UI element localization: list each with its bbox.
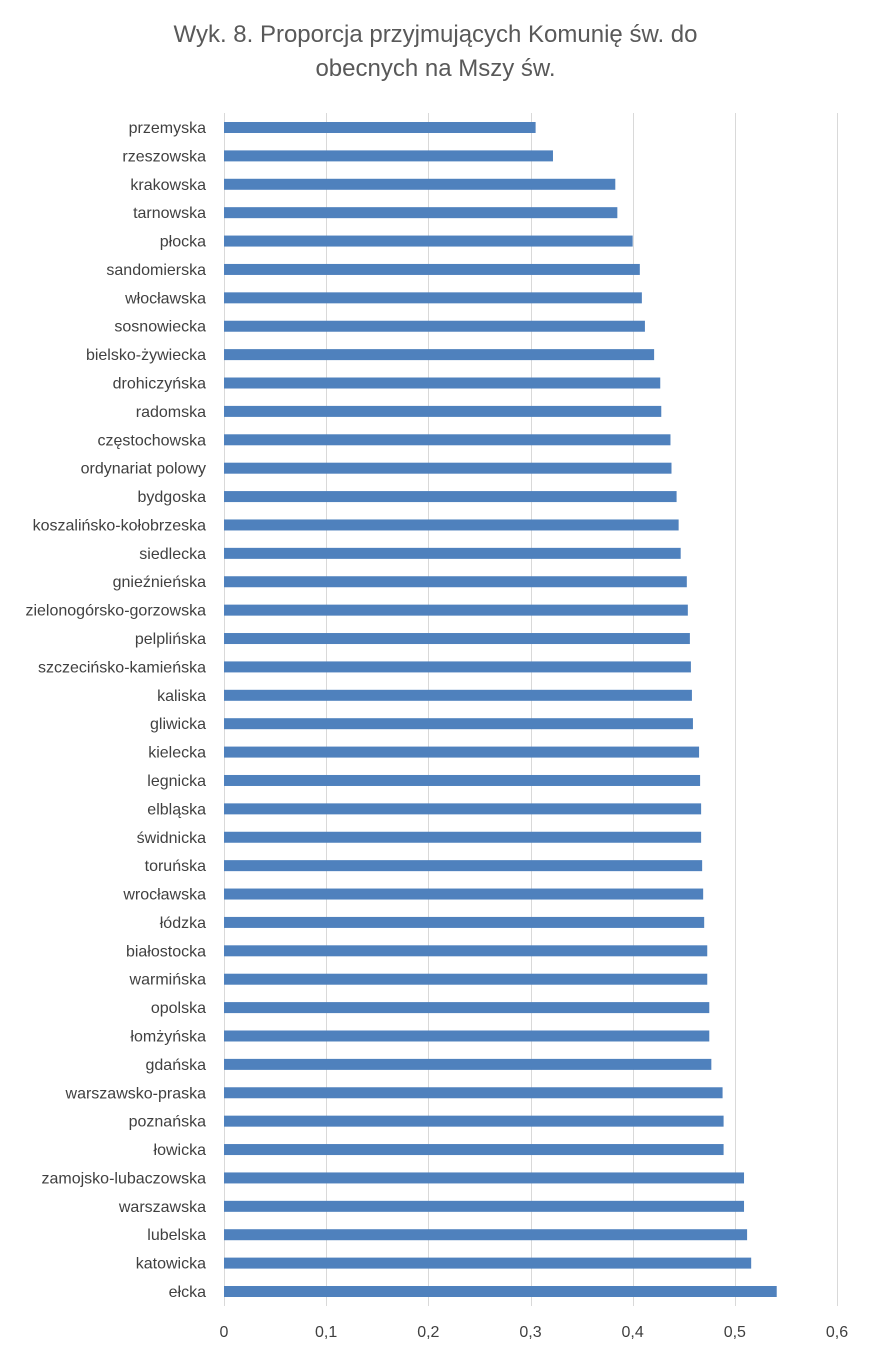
category-label: pelplińska — [135, 631, 206, 648]
bar — [224, 1286, 777, 1297]
bar — [224, 689, 692, 701]
bar — [224, 519, 679, 531]
category-label: warszawsko-praska — [65, 1085, 207, 1102]
category-label: warmińska — [129, 972, 207, 989]
category-label: tarnowska — [133, 205, 206, 222]
bar — [224, 377, 661, 389]
bar — [224, 945, 708, 957]
bar — [224, 1144, 724, 1156]
category-label: gdańska — [146, 1057, 207, 1074]
bar — [224, 292, 642, 304]
category-label: legnicka — [147, 773, 206, 790]
category-label: sosnowiecka — [114, 319, 206, 336]
bar — [224, 888, 704, 900]
category-label: szczecińsko-kamieńska — [38, 659, 206, 676]
bar — [224, 916, 705, 928]
category-label: gliwicka — [150, 716, 206, 733]
category-label: gnieźnieńska — [113, 574, 207, 591]
bar — [224, 1058, 712, 1070]
bars — [224, 122, 777, 1297]
category-label: świdnicka — [137, 830, 206, 847]
category-label: wrocławska — [122, 887, 206, 904]
category-label: toruńska — [145, 858, 206, 875]
bar — [224, 462, 672, 474]
chart-title-line-2: obecnych na Mszy św. — [315, 55, 556, 82]
category-label: białostocka — [126, 943, 206, 960]
category-label: rzeszowska — [122, 148, 206, 165]
x-tick-label: 0,3 — [519, 1324, 541, 1341]
category-label: kaliska — [157, 688, 206, 705]
category-label: lubelska — [147, 1227, 206, 1244]
bar — [224, 1030, 710, 1042]
x-tick-label: 0,6 — [826, 1324, 848, 1341]
category-label: łódzka — [160, 915, 206, 932]
category-label: sandomierska — [106, 262, 206, 279]
x-tick-label: 0,5 — [724, 1324, 746, 1341]
bar — [224, 122, 536, 133]
chart-title-line-1: Wyk. 8. Proporcja przyjmujących Komunię … — [173, 21, 698, 48]
category-label: zamojsko-lubaczowska — [41, 1170, 206, 1187]
bar — [224, 1172, 745, 1184]
gridlines — [224, 113, 838, 1306]
x-tick-label: 0,4 — [622, 1324, 644, 1341]
x-tick-label: 0,1 — [315, 1324, 337, 1341]
category-label: włocławska — [124, 290, 206, 307]
bar — [224, 718, 693, 730]
bar — [224, 150, 553, 162]
bar — [224, 320, 645, 332]
category-label: opolska — [151, 1000, 206, 1017]
category-label: łomżyńska — [130, 1028, 206, 1045]
bar — [224, 405, 662, 417]
bar — [224, 1257, 752, 1269]
bar — [224, 803, 702, 815]
category-label: elbląska — [147, 801, 206, 818]
bar — [224, 491, 677, 503]
bar — [224, 547, 681, 559]
bar — [224, 434, 671, 446]
bar — [224, 1002, 710, 1014]
bar — [224, 1229, 748, 1241]
bar — [224, 178, 616, 190]
category-label: płocka — [160, 234, 206, 251]
bar — [224, 576, 687, 588]
category-label: częstochowska — [98, 432, 207, 449]
category-label: przemyska — [129, 120, 206, 137]
category-label: warszawska — [118, 1199, 206, 1216]
category-label: łowicka — [154, 1142, 207, 1159]
category-label: siedlecka — [139, 546, 206, 563]
bar — [224, 207, 618, 219]
bar — [224, 604, 688, 616]
category-label: radomska — [136, 404, 206, 421]
category-label: kielecka — [148, 745, 206, 762]
bar — [224, 774, 701, 786]
x-tick-label: 0,2 — [417, 1324, 439, 1341]
category-label: drohiczyńska — [113, 376, 206, 393]
category-label: ordynariat polowy — [81, 461, 206, 478]
bar — [224, 263, 640, 275]
category-label: bydgoska — [138, 489, 207, 506]
category-label: krakowska — [130, 177, 206, 194]
bar — [224, 973, 708, 985]
bar — [224, 235, 633, 247]
bar — [224, 1115, 724, 1127]
category-label: koszalińsko-kołobrzeska — [33, 517, 207, 534]
bar — [224, 860, 703, 872]
category-labels: przemyska rzeszowska krakowska tarnowska pło… — [25, 120, 206, 1301]
category-label: katowicka — [136, 1256, 206, 1273]
bar — [224, 1087, 723, 1099]
category-label: zielonogórsko-gorzowska — [25, 603, 206, 620]
x-tick-label: 0 — [220, 1324, 229, 1341]
bar — [224, 661, 691, 673]
bar — [224, 633, 690, 645]
category-label: bielsko-żywiecka — [86, 347, 206, 364]
category-label: poznańska — [129, 1114, 206, 1131]
category-label: ełcka — [169, 1284, 206, 1301]
bar — [224, 349, 655, 361]
chart-title: Wyk. 8. Proporcja przyjmujących Komunię … — [0, 18, 871, 86]
x-axis-tick-labels: 0 0,1 0,2 0,3 0,4 0,5 0,6 — [220, 1324, 849, 1341]
bar — [224, 831, 702, 843]
bar — [224, 1200, 745, 1212]
bar — [224, 746, 700, 758]
